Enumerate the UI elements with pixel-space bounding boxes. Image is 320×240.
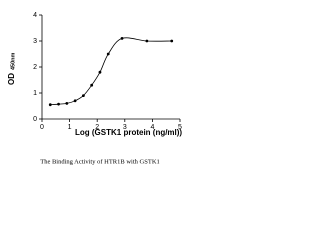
- x-tick-label: 2: [95, 124, 99, 131]
- x-axis-label: Log (GSTK1 protein (ng/ml)): [75, 128, 182, 137]
- chart-title: The Binding Activity of HTR1B with GSTK1: [40, 158, 160, 165]
- data-point: [48, 103, 52, 107]
- data-point: [120, 37, 124, 40]
- y-tick-label: 0: [33, 116, 37, 123]
- data-point: [73, 99, 77, 103]
- data-point: [65, 102, 69, 105]
- data-point: [170, 39, 174, 43]
- data-point: [98, 70, 102, 74]
- data-point: [57, 102, 60, 106]
- x-tick-label: 3: [123, 124, 127, 131]
- chart: Log (GSTK1 protein (ng/ml)) OD 450nm The…: [7, 12, 182, 166]
- x-tick-label: 4: [150, 124, 154, 131]
- y-axis-label-sub: 450nm: [10, 52, 16, 70]
- y-tick-label: 2: [33, 64, 37, 71]
- y-axis-label: OD: [7, 73, 16, 85]
- x-tick-label: 0: [40, 124, 44, 131]
- fit-curve: [50, 37, 172, 106]
- data-point: [145, 39, 149, 43]
- x-tick-label: 1: [68, 124, 72, 131]
- y-axis-label-group: OD 450nm: [7, 52, 16, 85]
- data-point: [106, 52, 110, 56]
- y-tick-label: 4: [33, 12, 37, 19]
- data-point: [82, 94, 85, 97]
- x-tick-label: 5: [178, 124, 182, 131]
- data-point: [90, 83, 94, 87]
- y-tick-label: 1: [33, 90, 37, 97]
- y-tick-label: 3: [33, 38, 37, 45]
